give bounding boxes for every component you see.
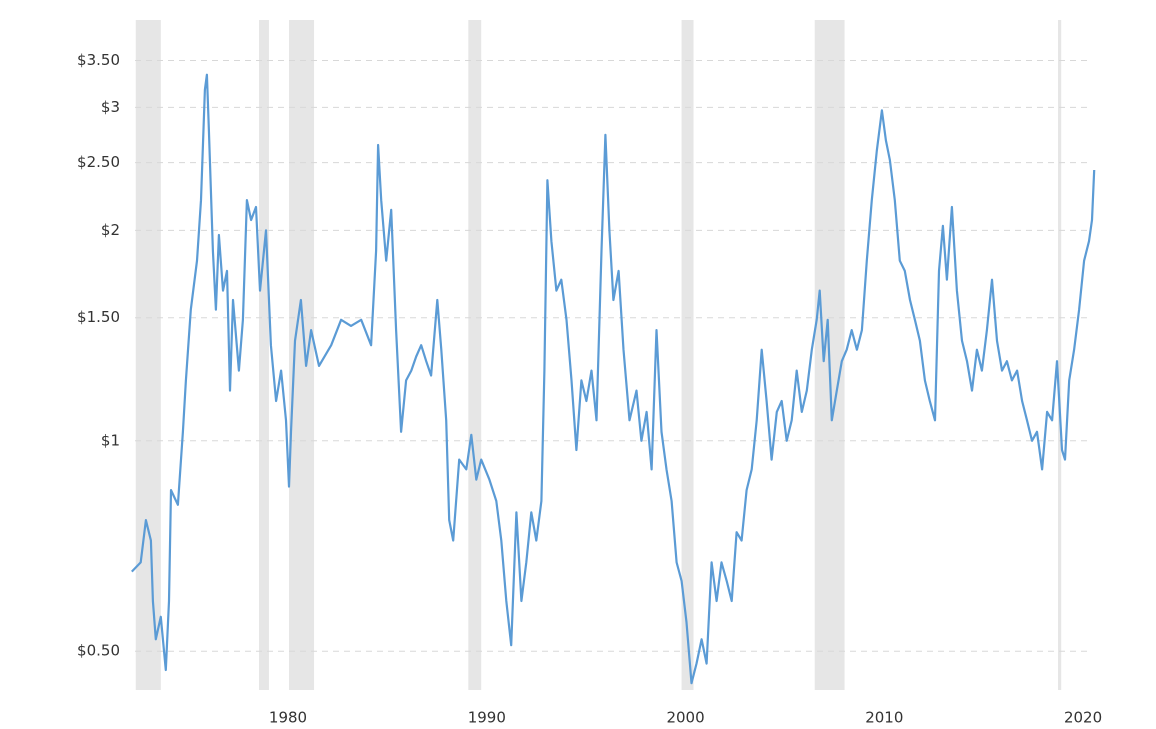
- y-tick-label: $2: [101, 221, 120, 239]
- x-tick-label: 2000: [666, 709, 704, 727]
- y-tick-label: $2.50: [77, 153, 120, 171]
- recession-band: [1058, 20, 1062, 690]
- y-tick-label: $3.50: [77, 51, 120, 69]
- x-tick-label: 1990: [468, 709, 506, 727]
- recession-band: [259, 20, 269, 690]
- x-tick-label: 1980: [269, 709, 307, 727]
- recession-band: [468, 20, 482, 690]
- recession-band: [289, 20, 315, 690]
- y-tick-label: $3: [101, 98, 120, 116]
- recession-band: [135, 20, 161, 690]
- x-tick-label: 2020: [1064, 709, 1102, 727]
- x-tick-label: 2010: [865, 709, 903, 727]
- y-tick-label: $1: [101, 431, 120, 449]
- y-tick-label: $0.50: [77, 642, 120, 660]
- y-tick-label: $1.50: [77, 308, 120, 326]
- price-line: [131, 73, 1096, 685]
- recession-band: [681, 20, 694, 690]
